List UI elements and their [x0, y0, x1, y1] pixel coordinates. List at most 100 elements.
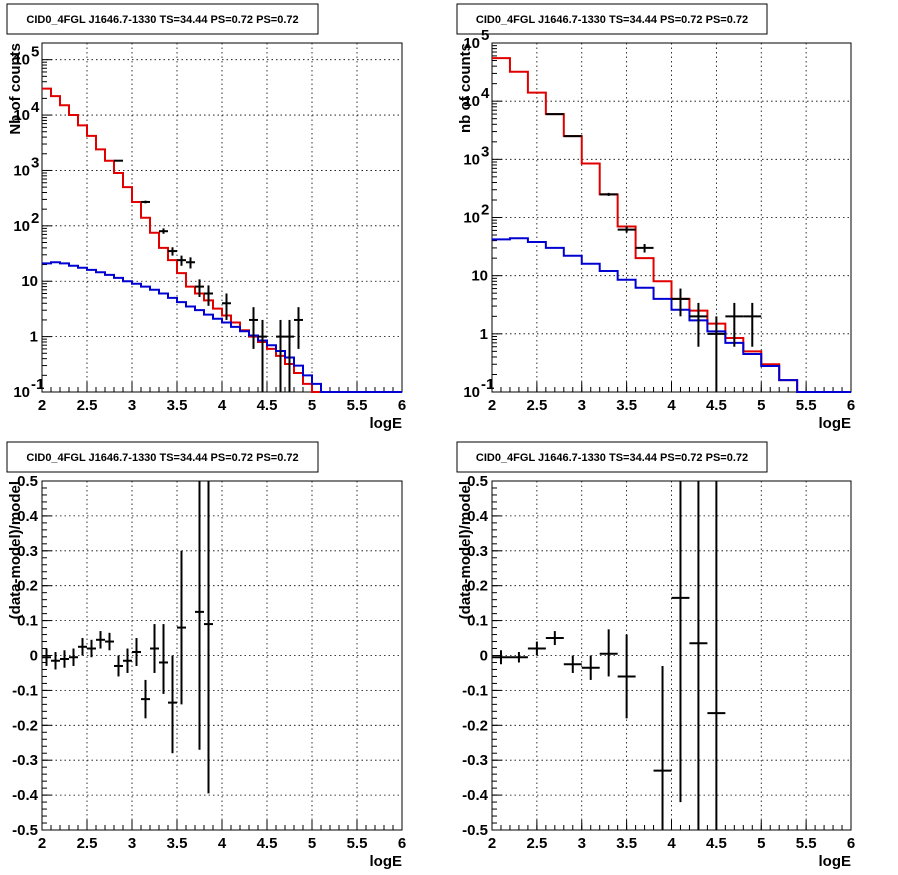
data-point	[617, 634, 636, 719]
x-tick-label: 3	[578, 397, 586, 414]
y-tick-exponent: 4	[31, 99, 40, 116]
x-tick-label: 5	[308, 397, 316, 414]
x-tick-label: 2	[38, 397, 46, 414]
y-tick-exponent: 3	[31, 154, 39, 171]
title-frame	[456, 441, 768, 473]
data-point	[276, 319, 285, 392]
x-tick-label: 2.5	[526, 835, 547, 852]
x-tick-label: 4	[667, 397, 676, 414]
y-tick-exponent: 2	[31, 210, 39, 227]
x-tick-label: 4.5	[706, 835, 727, 852]
data-point	[599, 192, 618, 196]
y-tick-label: 0.2	[17, 578, 38, 595]
title-frame	[456, 3, 768, 35]
grid-lines	[42, 481, 402, 830]
x-tick-label: 3.5	[616, 397, 637, 414]
y-tick-label: 0	[480, 648, 488, 665]
data-point	[725, 302, 744, 347]
data-point	[563, 655, 582, 673]
y-tick-label: 1	[480, 326, 488, 343]
title-frame	[6, 441, 319, 473]
data-point	[177, 255, 186, 266]
x-tick-label: 2.5	[526, 397, 547, 414]
y-tick-label: 0.1	[17, 613, 38, 630]
y-tick-label: 0.3	[467, 543, 488, 560]
data-point	[114, 159, 123, 162]
y-tick-label: -0.5	[462, 822, 488, 839]
y-tick-label: 10	[463, 384, 480, 401]
data-point	[78, 638, 87, 656]
data-point	[195, 481, 204, 750]
data-points	[42, 481, 213, 794]
x-tick-label: 5	[308, 835, 316, 852]
x-axis-title: logE	[370, 415, 403, 432]
y-tick-exponent: 2	[481, 202, 489, 219]
y-axis-title: (data-model)/model	[7, 481, 24, 619]
x-tick-label: 6	[847, 835, 855, 852]
x-tick-label: 5.5	[796, 835, 817, 852]
data-points	[492, 481, 726, 830]
y-tick-label: -0.2	[462, 717, 488, 734]
x-tick-label: 4	[218, 397, 227, 414]
data-point	[159, 624, 168, 694]
data-point	[114, 655, 123, 677]
data-point	[87, 639, 96, 658]
data-point	[249, 307, 258, 349]
data-point	[617, 226, 636, 233]
chart-panel-4: CID0_4FGL J1646.7-1330 TS=34.44 PS=0.72 …	[456, 441, 855, 870]
y-tick-label: -0.1	[462, 682, 488, 699]
y-tick-label: -0.4	[12, 787, 39, 804]
grid-lines	[42, 43, 402, 392]
y-tick-label: 10	[471, 268, 488, 285]
data-point	[545, 631, 564, 646]
y-tick-label: 0.1	[467, 613, 488, 630]
x-tick-label: 5.5	[347, 397, 368, 414]
y-tick-label: -0.5	[12, 822, 38, 839]
x-tick-label: 2	[488, 835, 496, 852]
data-point	[204, 481, 213, 794]
x-axis-title: logE	[819, 415, 852, 432]
data-point	[509, 652, 528, 663]
series-line-2	[492, 237, 851, 393]
x-tick-label: 4.5	[706, 397, 727, 414]
y-tick-label: 0	[30, 648, 38, 665]
plot-area	[41, 42, 403, 393]
x-axis-title: logE	[370, 853, 403, 870]
y-tick-exponent: 5	[31, 44, 39, 61]
plot-area	[491, 480, 852, 831]
x-tick-label: 5.5	[796, 397, 817, 414]
y-tick-label: 10	[463, 151, 480, 168]
data-point	[141, 679, 150, 719]
x-tick-label: 3	[128, 397, 136, 414]
data-point	[599, 629, 618, 677]
y-tick-label: 10	[13, 107, 30, 124]
x-tick-label: 2	[38, 835, 46, 852]
data-point	[285, 319, 294, 392]
data-point	[69, 648, 78, 666]
data-points	[545, 113, 762, 392]
x-tick-label: 4.5	[257, 397, 278, 414]
data-point	[105, 632, 114, 651]
y-tick-exponent: -1	[31, 376, 44, 393]
x-tick-label: 4.5	[257, 835, 278, 852]
x-tick-label: 2.5	[77, 397, 98, 414]
chart-panel-2: CID0_4FGL J1646.7-1330 TS=34.44 PS=0.72 …	[456, 3, 855, 432]
data-point	[294, 307, 303, 349]
data-point	[159, 228, 168, 234]
data-point	[42, 648, 51, 666]
title-frame	[6, 3, 319, 35]
x-tick-label: 5	[757, 835, 765, 852]
x-axis-title: logE	[819, 853, 852, 870]
x-tick-label: 4	[667, 835, 676, 852]
y-tick-label: -0.2	[12, 717, 38, 734]
y-tick-label: 0.4	[467, 508, 489, 525]
y-tick-label: 0.5	[17, 473, 38, 490]
data-point	[689, 302, 708, 347]
y-tick-label: -0.3	[462, 752, 488, 769]
chart-title: CID0_4FGL J1646.7-1330 TS=34.44 PS=0.72 …	[476, 452, 748, 464]
y-tick-label: 10	[13, 218, 30, 235]
y-tick-label: 0.4	[17, 508, 39, 525]
data-point	[195, 279, 204, 297]
y-axis-title: (data-model)/model	[457, 481, 474, 619]
